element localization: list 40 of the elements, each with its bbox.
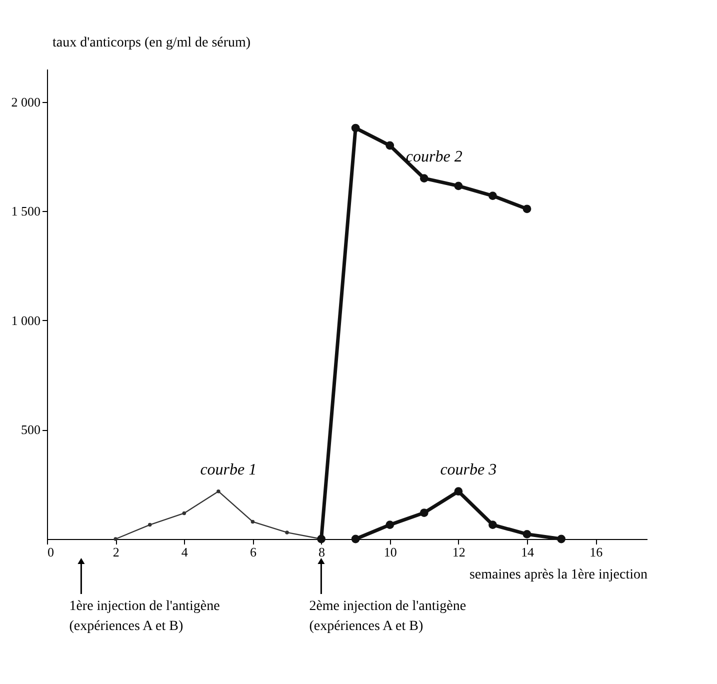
x-tick-label: 2 [112,544,120,560]
point [386,141,394,150]
point [114,537,118,541]
point [148,522,152,527]
series-label: courbe 2 [406,148,462,166]
point [557,534,566,544]
y-tick-label: 1 000 [11,312,40,328]
point [351,534,360,544]
x-tick-label: 12 [452,544,466,560]
x-tick-label: 8 [318,544,326,560]
y-axis-title: taux d'anticorps (en g/ml de sérum) [52,36,251,50]
text: 1ère injection de l'antigène (expériences A et B) [69,599,220,634]
point [285,530,289,534]
series-label: courbe 1 [200,461,257,478]
x-tick-label: 16 [590,544,604,560]
point [420,174,428,182]
point [522,204,532,214]
text: 2ème injection de l'antigène (expériences A et B) [309,599,466,634]
x-tick-label: 14 [521,544,534,560]
point [351,124,360,132]
series-label: courbe 3 [440,461,497,478]
point [250,520,255,524]
point [488,520,497,529]
x-axis-title: semaines après la 1ère injection [469,568,648,582]
point [420,508,428,517]
x-tick-label: 0 [48,544,54,560]
point [386,520,394,529]
x-tick-label: 10 [384,544,397,560]
point [522,530,532,538]
y-tick-label: 1 500 [11,204,40,219]
y-tick-label: 2 000 [11,94,40,110]
point [488,192,497,200]
point [454,487,463,496]
point [182,511,186,516]
y-tick-label: 500 [21,422,40,438]
point [317,534,326,544]
x-tick-label: 6 [250,544,257,560]
point [454,182,463,190]
point [216,489,220,494]
x-tick-label: 4 [181,544,188,560]
